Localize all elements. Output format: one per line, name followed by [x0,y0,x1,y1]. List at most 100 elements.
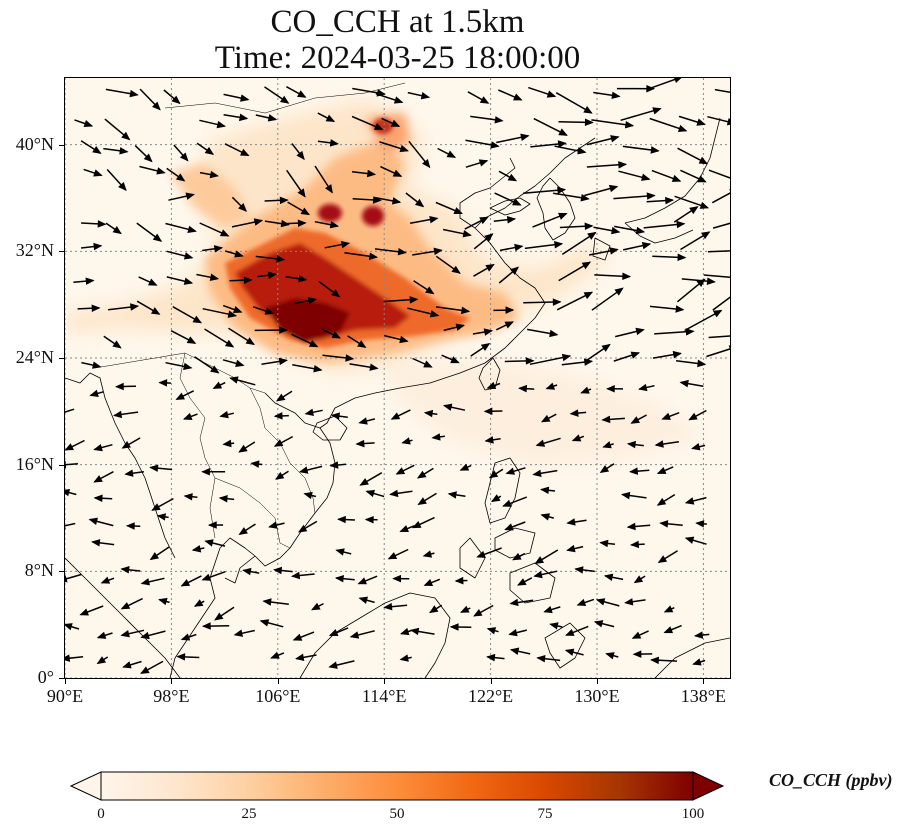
wind-vector-head [646,84,656,93]
wind-vector-head [297,524,308,533]
lon-tick-mark [277,679,279,684]
wind-vector-head [330,412,340,420]
wind-vector-head [688,412,698,421]
lon-tick-label: 106°E [255,686,301,706]
wind-vector-head [656,497,667,506]
lat-tick-mark [59,464,64,466]
colorbar-extend-max [692,771,725,801]
wind-vector-head [486,653,496,662]
thailand-gulf [224,555,256,584]
wind-vector-head [399,654,409,662]
wind-vector-head [480,342,491,352]
lon-tick-label: 90°E [46,686,84,706]
lon-tick-mark [65,679,66,684]
wind-vector-head [345,354,355,362]
bohai-coast [459,157,516,229]
wind-vector-head [546,90,557,98]
wind-vector-head [449,623,459,631]
wind-vector-head [566,544,576,553]
wind-vector-head [300,207,310,216]
wind-vector-head [593,620,604,628]
wind-vector-head [96,631,107,639]
wind-vector-head [304,408,314,416]
wind-vector-head [513,93,523,101]
wind-vector-head [328,661,338,669]
wind-vector-head [183,412,193,420]
wind-vector-head [176,653,186,661]
wind-vector-shaft [65,573,82,580]
wind-vector-shaft [65,408,75,413]
wind-vector-head [587,231,597,240]
wind-vector-head [462,229,472,238]
wind-vector-head [504,321,514,329]
wind-vector-head [552,298,562,306]
wind-vector-head [583,105,593,114]
wind-vector-head [663,605,674,613]
wind-vector-head [451,265,461,274]
wind-vector-head [691,443,701,451]
wind-vector-head [216,120,226,129]
wind-vector-head [245,337,255,346]
wind-vector-head [425,286,435,295]
plume-hotspot-a [318,204,342,222]
wind-vector-head [557,140,567,148]
shandong-peninsula [489,197,531,216]
wind-vector-head [121,131,131,141]
wind-vector-head [125,522,135,530]
wind-vector-head [65,654,71,662]
wind-vector-head [296,150,305,161]
wind-vector-head [540,513,550,521]
wind-vector-head [329,139,339,147]
wind-vector-head [349,631,360,639]
wind-vector-head [120,565,130,574]
wind-vector-head [433,247,443,256]
map-gridlines [65,78,730,678]
wind-vector-head [234,250,244,258]
lon-tick-label: 114°E [361,686,407,706]
wind-vector-head [446,150,457,158]
map-title-line-1: CO_CCH at 1.5km [270,4,525,40]
wind-vector-head [624,120,635,129]
wind-vector-head [712,309,723,318]
wind-vector-head [549,622,559,630]
wind-vector-head [423,579,434,587]
wind-vector-head [183,493,193,501]
wind-vector-head [677,124,688,132]
wind-vector-head [368,252,379,260]
lon-tick-mark [384,679,386,684]
wind-vector-head [324,184,333,194]
wind-vector-shaft [712,222,730,229]
wind-vector-head [79,608,89,616]
wind-vector-head [224,339,235,348]
wind-vector-head [459,463,470,471]
wind-vector-head [201,573,212,581]
wind-vector-head [399,335,409,344]
wind-vector-head [297,188,306,198]
wind-vector-head [219,229,230,237]
colorbar [70,771,725,801]
wind-vector-head [270,651,280,659]
wind-vector-head [393,96,404,104]
lat-tick-mark [59,251,64,253]
wind-vector-head [122,661,132,669]
wind-vector-head [599,539,609,548]
wind-vector-head [665,196,675,205]
wind-vector-head [583,291,594,300]
wind-vector-head [335,548,345,556]
wind-vector-head [461,306,471,315]
wind-vector-head [641,241,652,250]
wind-vector-head [602,441,612,449]
wind-vector-head [580,386,590,394]
wind-vector-head [509,647,520,655]
lat-tick-label: 8°N [24,560,54,581]
wind-vector-head [240,94,250,102]
wind-vector-head [278,357,288,366]
wind-vector-head [390,412,401,420]
colorbar-tick-label: 50 [389,806,405,822]
wind-vector-head [399,144,410,153]
wind-vector-head [478,159,489,167]
wind-vector-head [358,417,368,425]
wind-vector-head [151,503,161,511]
wind-vector-head [442,403,453,411]
wind-vector-head [684,536,695,544]
